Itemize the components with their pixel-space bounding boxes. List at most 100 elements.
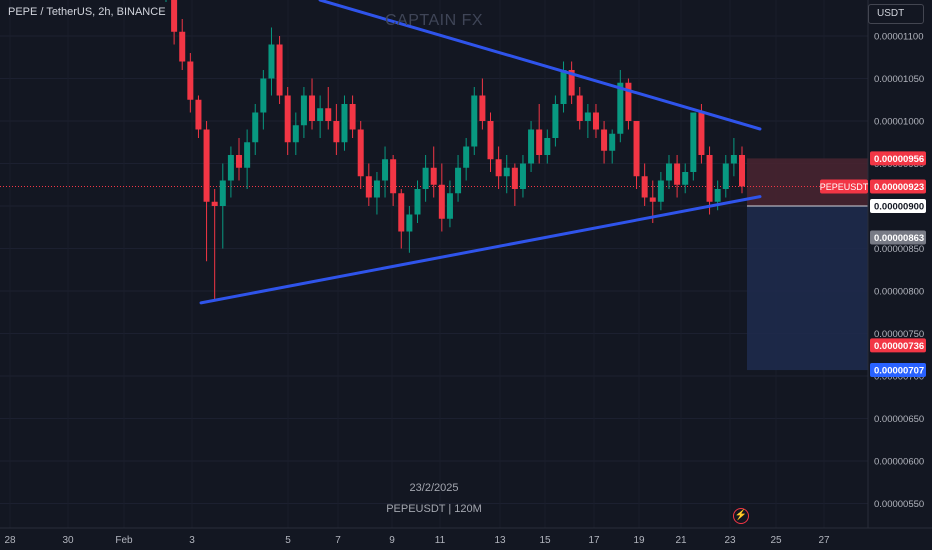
candle-body [690, 112, 697, 172]
candle [373, 172, 380, 215]
candle [722, 155, 729, 198]
candle [446, 180, 453, 228]
price-label-text: 0.00000900 [874, 202, 924, 213]
candle [382, 146, 389, 198]
lightning-bolt-icon[interactable]: ⚡ [733, 508, 749, 524]
price-label-text: 0.00000923 [874, 182, 924, 193]
take-profit-zone [747, 206, 868, 371]
candle [739, 146, 745, 194]
candle [244, 129, 251, 189]
candle [317, 95, 324, 138]
candle-body [390, 159, 397, 194]
candle-body [714, 189, 721, 202]
candle-body [276, 44, 283, 96]
symbol-header[interactable]: PEPE / TetherUS, 2h, BINANCE [8, 6, 166, 18]
y-tick-label: 0.00000650 [874, 414, 924, 425]
price-axis-panel [868, 0, 932, 550]
candle [601, 121, 608, 164]
candle [406, 206, 413, 253]
candle [560, 61, 567, 113]
candle-body [260, 78, 267, 113]
candle [682, 163, 689, 194]
candle-body [576, 95, 583, 121]
candle [576, 87, 583, 130]
x-tick-label: 3 [189, 535, 195, 546]
candle-body [552, 104, 559, 138]
lower-trendline [199, 195, 762, 305]
candle-body [730, 155, 737, 164]
price-label-bg [870, 199, 926, 213]
time-axis[interactable]: 28 30 Feb 3 5 7 9 11 13 15 17 19 21 23 25 27 [0, 527, 932, 546]
candle-body [300, 95, 307, 126]
candle [309, 78, 316, 130]
candle [552, 95, 559, 147]
candle [179, 19, 186, 70]
candle-body [365, 176, 372, 198]
symbol-price-tag: PEPEUSDT [820, 179, 869, 194]
candle [706, 146, 713, 215]
candle [592, 104, 599, 138]
y-tick-label: 0.00000800 [874, 287, 924, 298]
candle-body [325, 108, 332, 121]
candle-body [682, 172, 689, 185]
candle-body [625, 82, 632, 121]
candle-body [657, 180, 664, 202]
candle-body [471, 95, 478, 147]
candle-body [641, 176, 648, 198]
price-label: 0.00000707 [870, 363, 926, 378]
candle [633, 121, 640, 189]
watermark-symbol: PEPEUSDT | 120M [386, 503, 482, 515]
candle [398, 189, 405, 249]
x-tick-label: 30 [62, 535, 74, 546]
x-tick-label: 5 [285, 535, 291, 546]
price-label-bg [870, 363, 926, 378]
price-labels: 0.00000956 PEPEUSDT 0.00000923 0.00000900 0.… [820, 151, 926, 378]
candle [260, 70, 267, 130]
x-tick-label: Feb [115, 535, 133, 546]
candle [641, 163, 648, 206]
candle [300, 87, 307, 138]
candle [730, 138, 737, 177]
candles [165, 0, 745, 300]
price-axis[interactable]: 0.000011000.000010500.000010000.00000950… [867, 0, 932, 550]
y-tick-label: 0.00001000 [874, 117, 924, 128]
candle-body [446, 193, 453, 219]
candle [479, 78, 486, 130]
x-tick-label: 19 [633, 535, 645, 546]
watermark-date: 23/2/2025 [409, 482, 459, 494]
candle-body [560, 70, 567, 104]
candle [528, 121, 535, 172]
price-label-bg [870, 230, 926, 245]
candle-body [219, 180, 226, 206]
candle-body [617, 82, 624, 134]
candle [503, 155, 510, 194]
price-label: 0.00000736 [870, 338, 926, 353]
candle-body [503, 167, 510, 177]
x-tick-label: 23 [724, 535, 736, 546]
candle [463, 138, 470, 181]
candle-body [739, 155, 745, 187]
candle-body [665, 163, 672, 181]
candle-body [211, 201, 218, 206]
candle-body [479, 95, 486, 121]
candle [438, 163, 445, 232]
candle [617, 70, 624, 143]
candle-body [609, 133, 616, 151]
candle-body [706, 155, 713, 202]
candle-body [584, 112, 591, 121]
currency-selector[interactable]: USDT [868, 4, 924, 24]
candle [292, 112, 299, 155]
candle [536, 104, 543, 164]
candle [276, 36, 283, 104]
candle [471, 87, 478, 155]
candle [674, 155, 681, 198]
trendlines[interactable] [199, 0, 762, 305]
candle [390, 155, 397, 206]
price-label-bg [870, 151, 926, 166]
candle-body [179, 31, 186, 62]
candle [568, 61, 575, 104]
candle-body [495, 159, 502, 177]
price-label-text: 0.00000707 [874, 366, 924, 377]
candle [422, 155, 429, 202]
